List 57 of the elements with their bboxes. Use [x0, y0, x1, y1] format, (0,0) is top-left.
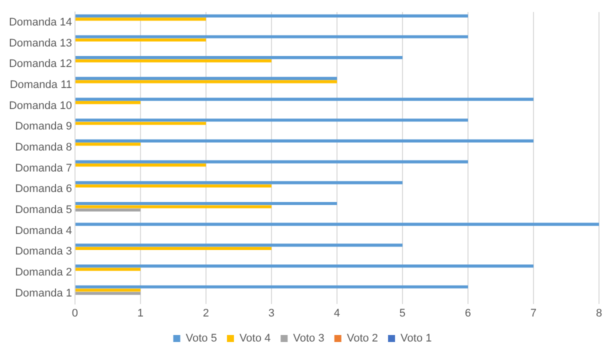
bar [75, 38, 206, 42]
legend-label: Voto 3 [293, 332, 324, 345]
bar [75, 118, 468, 122]
x-tick-label: 0 [72, 307, 78, 320]
bar [75, 164, 206, 167]
bar [75, 59, 272, 62]
bar [75, 18, 206, 21]
y-tick-label: Domanda 5 [15, 204, 72, 216]
y-tick-label: Domanda 12 [8, 58, 72, 70]
bar [75, 264, 534, 268]
y-tick-label: Domanda 14 [8, 16, 72, 28]
bar [75, 205, 272, 208]
bar [75, 292, 140, 295]
legend-label: Voto 5 [186, 332, 217, 345]
x-tick-label: 8 [596, 307, 602, 320]
bar [75, 268, 140, 271]
x-tick-label: 1 [137, 307, 144, 320]
x-tick-label: 7 [530, 307, 537, 320]
bar [75, 160, 468, 164]
bar [75, 100, 140, 104]
bar [75, 285, 468, 288]
bar [75, 139, 534, 143]
bar [75, 76, 337, 80]
bar [75, 202, 337, 206]
bar [75, 122, 206, 125]
bar [75, 208, 140, 212]
y-tick-label: Domanda 3 [15, 246, 72, 258]
bar [75, 35, 468, 38]
bar [75, 222, 599, 226]
bar [75, 56, 402, 60]
bar [75, 184, 272, 188]
bar [75, 14, 468, 18]
bar [75, 288, 140, 292]
x-tick-label: 5 [399, 307, 406, 320]
bar [75, 244, 402, 247]
legend-label: Voto 4 [239, 332, 271, 345]
y-tick-label: Domanda 6 [15, 183, 72, 196]
y-tick-label: Domanda 10 [8, 100, 72, 112]
x-tick-label: 4 [334, 307, 340, 320]
bar [75, 80, 337, 84]
bar [75, 181, 402, 184]
x-tick-label: 6 [464, 307, 472, 320]
x-tick-label: 2 [202, 307, 210, 320]
y-tick-label: Domanda 9 [15, 120, 72, 133]
y-tick-label: Domanda 11 [10, 78, 72, 91]
y-tick-label: Domanda 1 [15, 287, 72, 300]
legend-label: Voto 1 [400, 332, 432, 345]
bar [75, 142, 140, 146]
x-tick-label: 3 [268, 307, 275, 320]
legend-label: Voto 2 [346, 332, 378, 345]
y-tick-label: Domanda 2 [15, 266, 72, 279]
y-tick-label: Domanda 13 [8, 37, 72, 50]
y-tick-label: Domanda 8 [15, 142, 72, 154]
y-tick-label: Domanda 4 [15, 224, 72, 237]
bar [75, 98, 534, 101]
y-tick-label: Domanda 7 [15, 162, 72, 174]
bar [75, 246, 272, 250]
